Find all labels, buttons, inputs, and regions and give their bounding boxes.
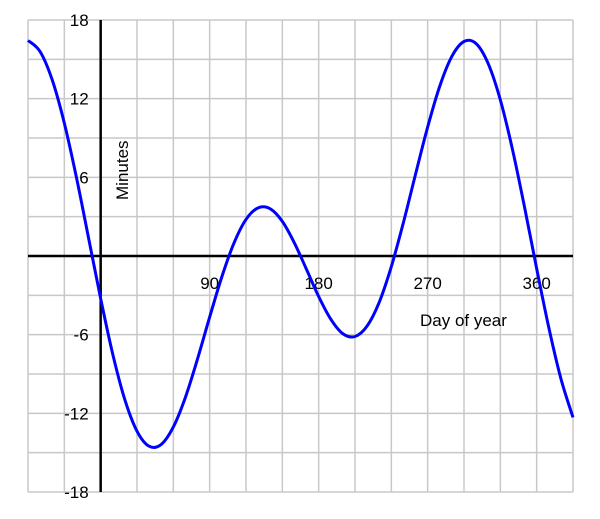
x-tick-label: 90: [200, 274, 219, 293]
x-tick-label: 270: [413, 274, 441, 293]
equation-of-time-line: [26, 38, 575, 449]
x-tick-label: 360: [522, 274, 550, 293]
y-tick-label: 18: [70, 11, 89, 30]
series: [26, 38, 575, 449]
y-tick-label: -18: [64, 483, 89, 502]
y-tick-label: 6: [79, 168, 88, 187]
x-axis-label: Day of year: [420, 311, 507, 330]
y-axis-label: Minutes: [113, 140, 132, 200]
y-tick-label: 12: [70, 90, 89, 109]
y-tick-label: -12: [64, 404, 89, 423]
y-tick-label: -6: [74, 326, 89, 345]
